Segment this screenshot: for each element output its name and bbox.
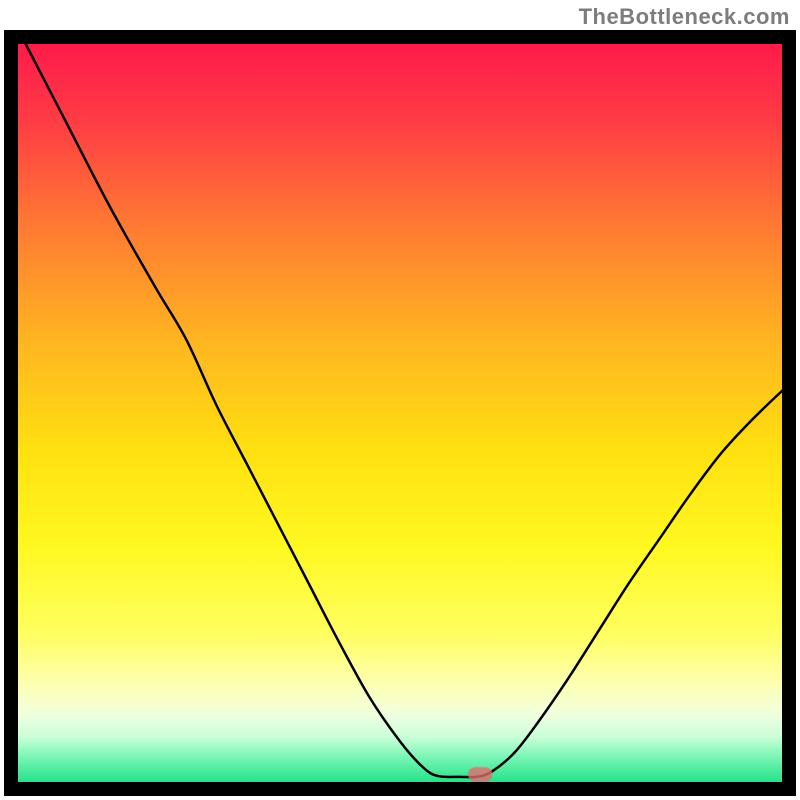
plot-background (18, 44, 782, 782)
optimal-marker (468, 767, 492, 782)
figure-container: TheBottleneck.com (0, 0, 800, 800)
bottleneck-chart (0, 0, 800, 800)
